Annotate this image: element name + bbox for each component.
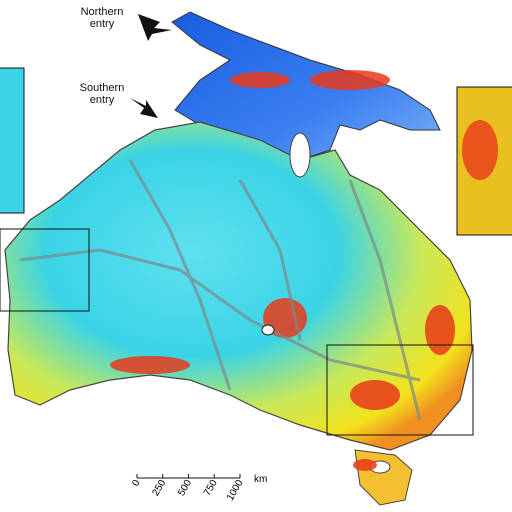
highland-patches: [110, 70, 455, 471]
scale-label: 1000: [225, 478, 246, 503]
scale-label: 500: [176, 478, 194, 498]
corridors: [19, 159, 422, 421]
arrow: [138, 14, 172, 41]
focus-box: [326, 344, 474, 436]
inset: [0, 67, 25, 214]
scale-unit: km: [254, 474, 267, 485]
lake: [289, 132, 311, 178]
annotation: Southern entry: [79, 82, 125, 106]
scale-label: 250: [150, 478, 168, 498]
tasmania: [354, 449, 413, 506]
annotation: Northern entry: [80, 6, 124, 30]
mainland: [4, 121, 473, 451]
scale-label: 750: [202, 478, 220, 498]
scale-label: 0: [130, 478, 143, 489]
lake: [261, 324, 275, 336]
inset-patch: [462, 120, 498, 180]
focus-box: [0, 228, 90, 312]
arrow: [130, 98, 158, 118]
northern-shelf: [171, 11, 441, 161]
